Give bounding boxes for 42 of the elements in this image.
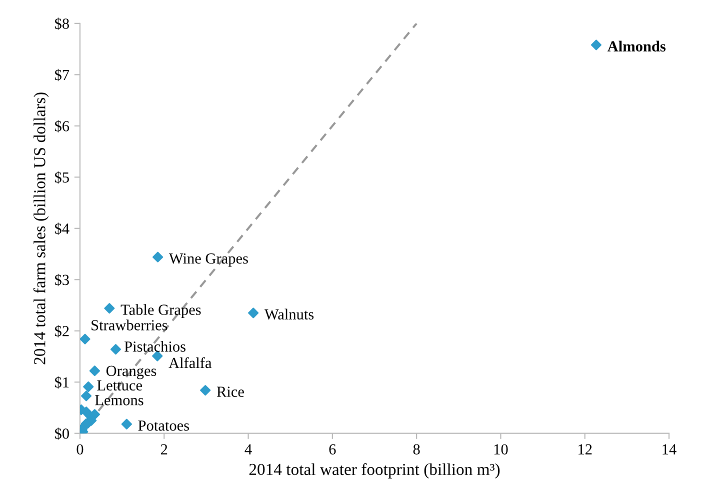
x-tick-label: 12 [578,444,592,454]
point [83,381,94,392]
y-tick-label: $1 [54,376,69,389]
point [200,385,211,396]
x-tick-label: 6 [329,444,336,455]
y-axis-title: 2014 total farm sales (billion US dollars) [33,92,49,364]
point [104,303,115,314]
y-tick-label: $7 [54,68,70,82]
x-tick-label: 10 [494,444,508,455]
annotation: Lettuce [97,380,142,391]
annotation: Oranges [106,366,156,380]
y-tick-label: $6 [54,120,70,132]
point [80,334,90,344]
annotation: Alfalfa [168,357,212,368]
point [152,252,164,262]
x-tick-label: 0 [76,444,84,455]
x-tick-label: 14 [662,444,676,454]
annotation: Rice [216,386,244,397]
annotation: Strawberries [92,320,168,330]
annotation: Lemons [95,395,144,406]
x-tick-label: 2 [160,444,168,454]
y-tick-label: $2 [54,325,69,338]
point [110,344,122,355]
x-tick-label: 8 [413,444,420,455]
y-tick-label: $3 [54,274,69,286]
annotation: Table Grapes [120,304,201,318]
y-tick-label: $5 [54,171,69,184]
annotation: Potatoes [138,420,189,431]
point [248,308,259,318]
point [590,40,602,50]
annotation: Wine Grapes [168,253,248,267]
y-tick-label: $8 [54,18,69,30]
point [89,366,100,376]
point [121,418,132,430]
annotation: Pistachios [124,340,186,352]
point [80,390,92,402]
x-tick-label: 4 [244,444,252,454]
y-tick-label: $0 [54,428,69,440]
annotation: Almonds [607,40,666,52]
annotation: Walnuts [264,308,314,320]
y-tick-label: $4 [54,222,70,235]
x-axis-title: 2014 total water footprint (billion m³) [249,463,500,478]
